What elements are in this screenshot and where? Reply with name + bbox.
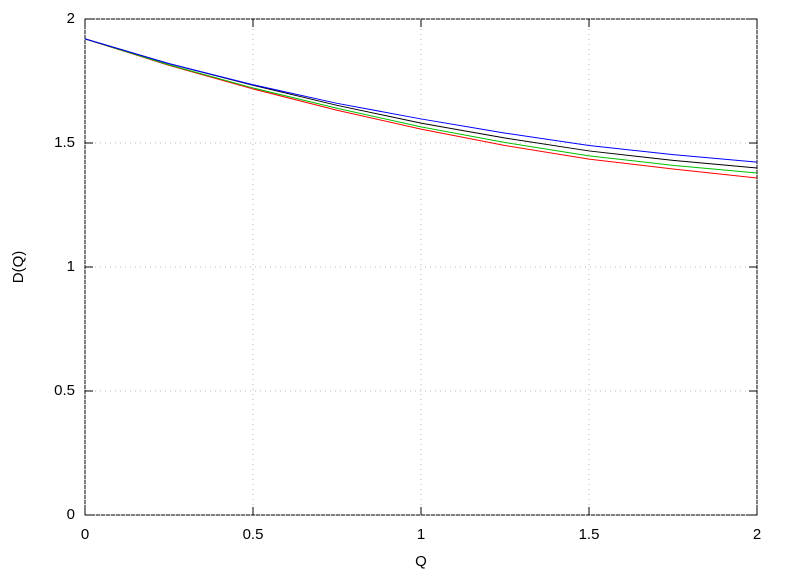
y-tick-label: 1 (67, 258, 75, 275)
line (84, 38, 758, 174)
line (84, 38, 758, 163)
y-tick-label: 0.5 (54, 382, 75, 399)
x-tick-label: 2 (753, 526, 761, 543)
y-tick-label: 2 (67, 10, 75, 27)
x-axis-label: Q (415, 553, 427, 570)
x-tick-label: 0.5 (243, 526, 264, 543)
line (84, 38, 758, 179)
y-tick-label: 1.5 (54, 134, 75, 151)
x-tick-label: 1.5 (579, 526, 600, 543)
line (84, 38, 758, 169)
y-axis-label: D(Q) (10, 251, 27, 284)
y-tick-label: 0 (67, 506, 75, 523)
x-tick-label: 1 (417, 526, 425, 543)
x-tick-label: 0 (81, 526, 89, 543)
